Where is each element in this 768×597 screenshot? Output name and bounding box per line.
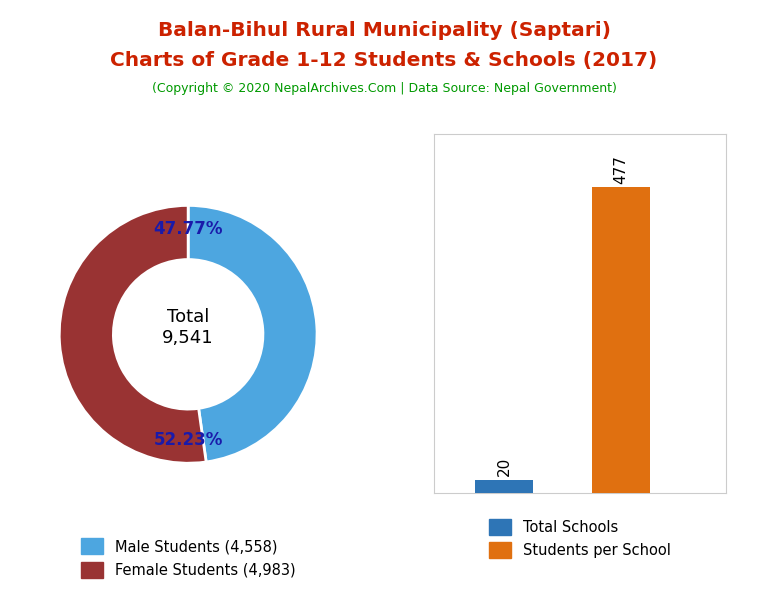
Text: 47.77%: 47.77% [154,220,223,238]
Wedge shape [188,205,317,462]
Legend: Total Schools, Students per School: Total Schools, Students per School [483,513,677,564]
Bar [475,480,533,493]
Text: 52.23%: 52.23% [154,431,223,449]
Text: Charts of Grade 1-12 Students & Schools (2017): Charts of Grade 1-12 Students & Schools … [111,51,657,70]
Text: 477: 477 [613,155,628,184]
Bar [591,187,650,493]
Legend: Male Students (4,558), Female Students (4,983): Male Students (4,558), Female Students (… [75,533,301,583]
Text: Total
9,541: Total 9,541 [162,309,214,347]
Text: 20: 20 [496,457,511,476]
Text: Balan-Bihul Rural Municipality (Saptari): Balan-Bihul Rural Municipality (Saptari) [157,21,611,40]
Text: (Copyright © 2020 NepalArchives.Com | Data Source: Nepal Government): (Copyright © 2020 NepalArchives.Com | Da… [151,82,617,96]
Wedge shape [59,205,206,463]
